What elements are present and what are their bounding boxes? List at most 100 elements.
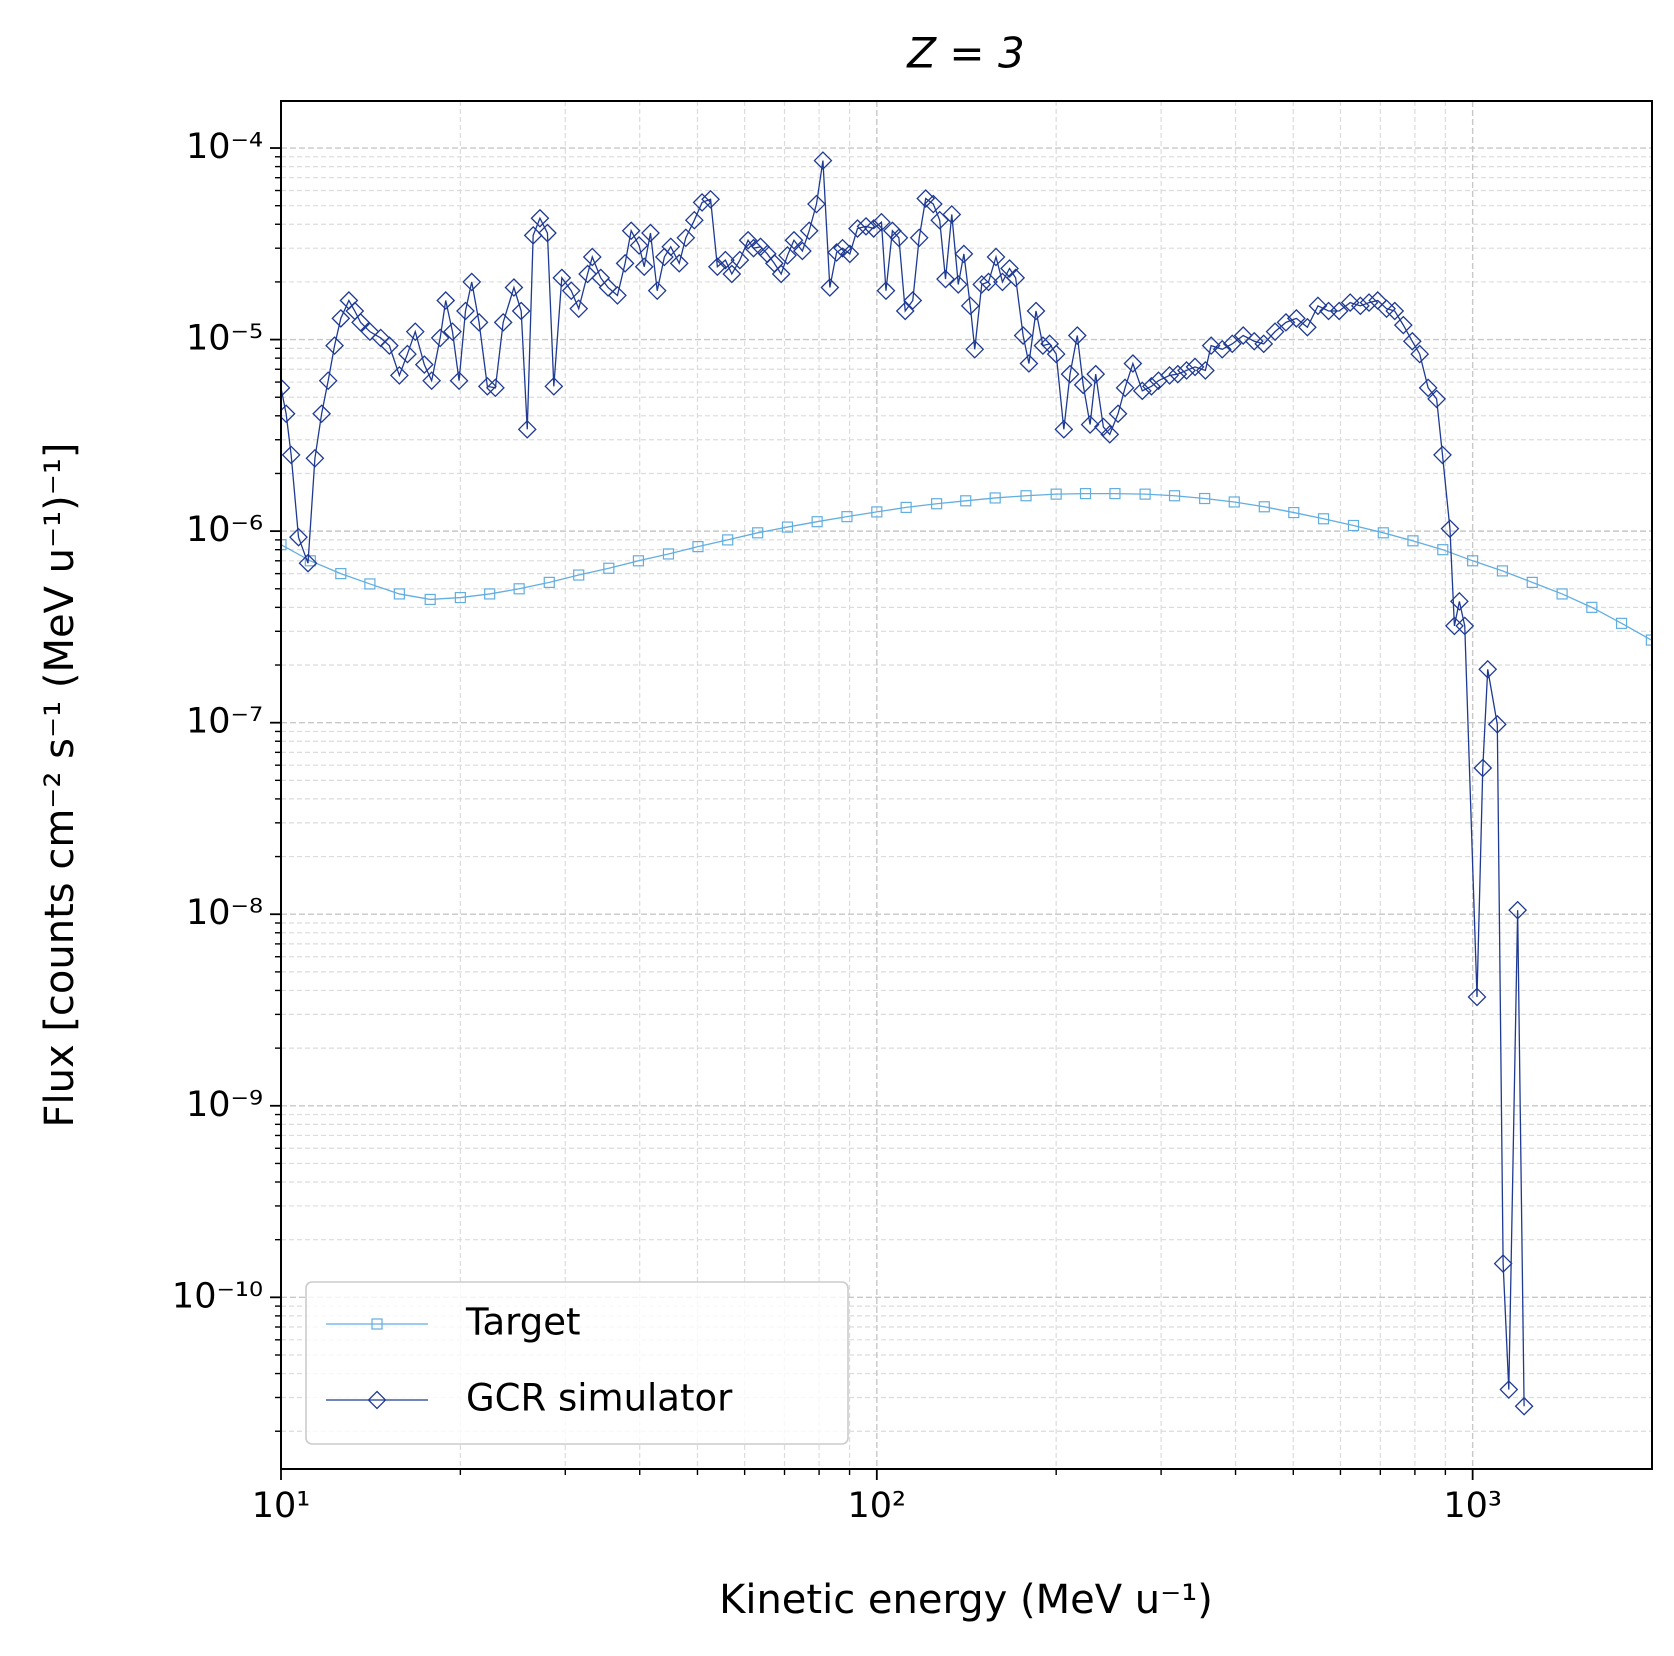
marker <box>1359 293 1379 313</box>
marker <box>820 278 840 297</box>
marker <box>312 404 332 424</box>
x-tick-label: 10³ <box>1443 1486 1502 1526</box>
marker <box>1258 501 1270 513</box>
marker <box>364 578 376 590</box>
marker <box>281 404 296 424</box>
marker <box>1615 617 1628 629</box>
marker <box>1108 404 1128 424</box>
marker <box>477 376 497 396</box>
marker <box>1437 544 1449 556</box>
marker <box>1109 488 1121 500</box>
marker <box>1487 714 1507 734</box>
marker <box>965 339 985 359</box>
marker <box>1123 354 1143 373</box>
marker <box>1467 555 1479 567</box>
marker <box>469 312 489 332</box>
marker <box>398 344 417 364</box>
marker <box>1586 601 1598 613</box>
marker <box>692 541 704 553</box>
marker <box>504 278 524 297</box>
marker <box>1026 301 1046 321</box>
marker <box>931 498 943 510</box>
legend-marker <box>367 1390 387 1410</box>
marker <box>1199 492 1211 505</box>
marker <box>1254 334 1274 354</box>
marker <box>715 250 735 270</box>
marker <box>598 278 618 297</box>
chart-title: Z = 3 <box>906 29 1024 78</box>
marker <box>669 253 689 273</box>
marker <box>827 243 847 262</box>
marker <box>1340 293 1360 313</box>
marker <box>811 516 823 528</box>
marker <box>582 247 602 267</box>
marker <box>960 495 972 507</box>
marker <box>414 355 434 375</box>
marker <box>1407 535 1419 547</box>
marker <box>1308 296 1328 316</box>
marker <box>561 281 581 301</box>
marker <box>738 230 758 250</box>
marker <box>900 501 912 514</box>
y-tick-label: 10⁻⁴ <box>186 127 263 167</box>
marker <box>608 286 627 305</box>
marker <box>676 228 696 248</box>
marker <box>1195 361 1215 380</box>
legend: Target GCR simulator <box>305 1281 849 1445</box>
marker <box>840 244 860 264</box>
marker <box>960 296 980 316</box>
marker <box>752 527 764 539</box>
marker <box>318 371 338 391</box>
marker <box>1006 268 1026 288</box>
marker <box>325 336 344 356</box>
marker <box>424 593 436 606</box>
marker <box>573 569 585 581</box>
marker <box>989 492 1001 504</box>
marker <box>707 257 727 277</box>
marker <box>632 555 645 567</box>
marker <box>871 506 883 518</box>
marker <box>1050 488 1062 500</box>
marker <box>544 376 564 396</box>
marker <box>615 253 635 273</box>
marker <box>1222 334 1242 354</box>
marker <box>493 312 513 332</box>
marker <box>578 264 597 284</box>
marker <box>1142 376 1161 396</box>
marker <box>1054 419 1074 439</box>
marker <box>856 216 876 236</box>
marker <box>1514 1396 1534 1416</box>
marker <box>1265 322 1285 342</box>
marker <box>1385 301 1405 321</box>
marker <box>430 328 450 348</box>
x-tick-label: 10² <box>848 1486 907 1526</box>
marker <box>629 236 649 255</box>
marker <box>1177 361 1196 380</box>
y-tick-label: 10⁻¹⁰ <box>172 1276 263 1316</box>
y-tick-label: 10⁻⁵ <box>186 319 263 359</box>
marker <box>1393 315 1413 335</box>
legend-marker <box>371 1318 383 1330</box>
y-tick-label: 10⁻⁹ <box>186 1085 263 1125</box>
marker <box>799 221 819 241</box>
marker <box>569 299 589 319</box>
marker <box>864 219 884 238</box>
marker <box>331 308 351 328</box>
marker <box>744 238 763 258</box>
marker <box>462 272 482 292</box>
marker <box>1499 1380 1519 1399</box>
marker <box>513 583 525 595</box>
marker <box>298 553 318 573</box>
plot-frame <box>280 100 1653 1470</box>
marker <box>972 275 992 294</box>
marker <box>1297 317 1317 337</box>
marker <box>1212 339 1232 359</box>
marker <box>449 371 469 391</box>
marker <box>662 548 675 560</box>
marker <box>778 246 797 265</box>
marker <box>1086 364 1106 384</box>
marker <box>909 228 929 248</box>
marker <box>517 419 537 439</box>
marker <box>792 241 812 261</box>
